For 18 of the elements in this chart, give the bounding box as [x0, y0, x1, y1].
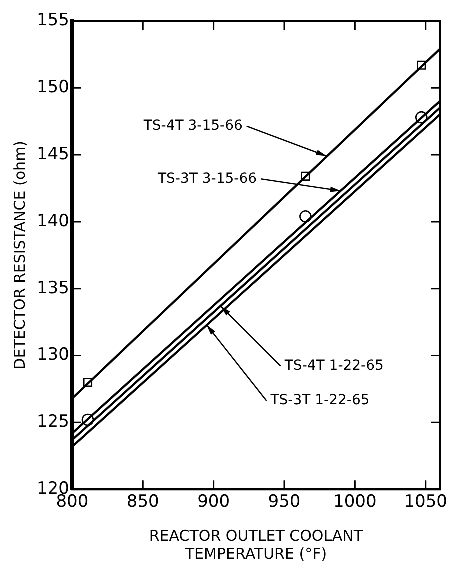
x-tick-label: 1050 [404, 492, 448, 512]
y-tick-label: 155 [36, 10, 70, 31]
annotation: TS-3T 3-15-66 [156, 170, 258, 187]
y-tick-label: 150 [36, 78, 70, 98]
annotation: TS-4T 1-22-65 [284, 358, 384, 374]
y-tick-label: 145 [36, 144, 70, 164]
y-tick-label: 140 [36, 211, 70, 232]
y-tick-label: 135 [36, 278, 70, 298]
y-tick-label: 130 [36, 345, 70, 366]
x-axis-title: REACTOR OUTLET COOLANT TEMPERATURE (°F) [149, 526, 364, 563]
x-tick-label: 900 [198, 492, 230, 512]
x-tick-label: 1000 [334, 492, 377, 512]
annotation: TS-4T 3-15-66 [142, 118, 243, 134]
annotation: TS-3T 1-22-65 [270, 392, 370, 409]
y-axis-title: DETECTOR RESISTANCE (ohm) [10, 140, 29, 370]
x-tick-label: 950 [268, 492, 301, 512]
x-tick-label: 850 [126, 492, 160, 512]
y-tick-label: 125 [36, 412, 70, 432]
